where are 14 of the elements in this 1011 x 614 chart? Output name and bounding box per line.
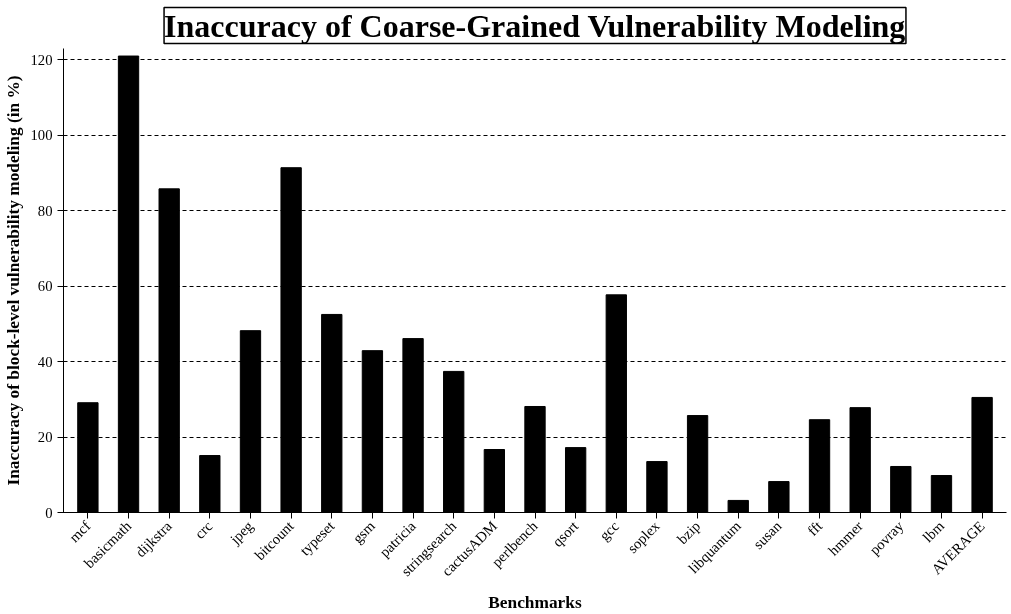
y-tick-label: 20: [37, 429, 53, 446]
x-tick-label: gcc: [596, 517, 623, 544]
y-tick-label: 0: [45, 504, 53, 521]
y-tick-label: 60: [37, 278, 53, 295]
y-axis-title: Inaccuracy of block-level vulnerability modeling (in %): [3, 75, 23, 486]
y-tick-label: 40: [37, 353, 53, 370]
x-tick-label: fft: [804, 517, 826, 539]
y-tick-label: 120: [30, 51, 53, 68]
x-tick-label: gsm: [349, 517, 379, 547]
chart-title: Inaccuracy of Coarse-Grained Vulnerability Modeling: [164, 7, 906, 44]
x-tick-label: crc: [191, 517, 216, 542]
x-axis-title: Benchmarks: [488, 592, 582, 612]
y-tick-label: 100: [30, 127, 53, 144]
y-tick-label: 80: [37, 202, 53, 219]
